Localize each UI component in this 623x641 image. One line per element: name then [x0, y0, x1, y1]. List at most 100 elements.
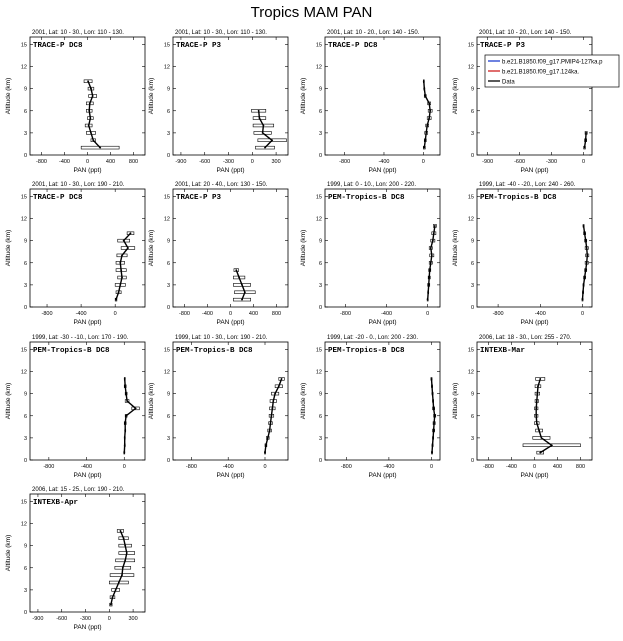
y-tick-label: 12: [468, 370, 474, 376]
y-axis-title: Altitude (km): [5, 535, 12, 571]
data-point: [433, 422, 436, 425]
data-line: [535, 378, 554, 454]
data-point: [269, 422, 272, 425]
panel-header: 2001, Lat: 10 - 30., Lon: 190 - 210.: [32, 182, 125, 188]
x-tick-label: -400: [76, 311, 87, 317]
campaign-label: TRACE-P P3: [176, 42, 222, 50]
x-tick-label: -800: [43, 464, 54, 470]
y-tick-label: 12: [468, 65, 474, 71]
x-axis-title: PAN (ppt): [73, 472, 101, 479]
plot-frame: [324, 36, 441, 156]
y-tick-label: 12: [164, 370, 170, 376]
y-axis-title: Altitude (km): [5, 383, 12, 419]
data-point: [134, 407, 137, 410]
y-tick-label: 15: [468, 42, 474, 48]
data-point: [109, 603, 112, 606]
x-axis-title: PAN (ppt): [216, 167, 244, 174]
panel-header: 2001, Lat: 10 - 30., Lon: 110 - 130.: [32, 30, 124, 36]
x-tick-label: -300: [223, 159, 234, 165]
data-point: [428, 269, 431, 272]
y-tick-label: 12: [316, 217, 322, 223]
x-tick-label: -300: [546, 159, 557, 165]
y-tick-label: 15: [164, 42, 170, 48]
data-point: [582, 291, 584, 294]
data-point: [88, 109, 91, 112]
y-tick-label: 12: [316, 65, 322, 71]
y-tick-label: 6: [24, 414, 27, 420]
y-tick-label: 3: [167, 436, 170, 442]
y-tick-label: 12: [164, 217, 170, 223]
data-point: [535, 400, 538, 402]
error-bar: [117, 238, 130, 243]
data-point: [432, 436, 434, 439]
legend: b.e21.B1850.f09_g17.PMIP4-127ka.p b.e21.…: [484, 54, 620, 88]
y-tick-label: 6: [167, 414, 170, 420]
panel-3: 2001, Lat: 10 - 20., Lon: 140 - 150. TRAC…: [452, 30, 593, 174]
data-point: [262, 124, 265, 127]
y-tick-label: 15: [468, 194, 474, 200]
y-tick-label: 3: [471, 283, 474, 289]
panel-8: 1999, Lat: -30 - -10., Lon: 170 - 190. PE…: [5, 335, 146, 479]
error-bar: [257, 138, 287, 142]
y-axis-title: Altitude (km): [300, 383, 307, 419]
data-point: [125, 392, 128, 395]
error-bar: [522, 443, 581, 447]
x-tick-label: 0: [114, 311, 117, 317]
x-axis-title: PAN (ppt): [368, 167, 396, 174]
data-point: [238, 276, 241, 279]
data-point: [241, 298, 243, 301]
data-point: [126, 400, 128, 402]
y-axis-title: Altitude (km): [5, 78, 12, 114]
campaign-label: TRACE-P P3: [480, 42, 526, 50]
x-tick-label: 0: [422, 159, 425, 165]
data-point: [539, 377, 542, 380]
y-tick-label: 9: [24, 87, 27, 93]
x-tick-label: -400: [59, 159, 70, 165]
y-tick-label: 9: [471, 87, 474, 93]
data-point: [431, 385, 433, 388]
data-point: [121, 566, 124, 569]
panel-4: 2001, Lat: 10 - 30., Lon: 190 - 210. TRAC…: [5, 182, 146, 326]
plot-frame: [172, 341, 289, 461]
x-axis-title: PAN (ppt): [520, 319, 548, 326]
x-tick-label: -400: [383, 464, 394, 470]
y-tick-label: 12: [316, 370, 322, 376]
data-point: [584, 239, 587, 242]
x-tick-label: -300: [80, 616, 91, 622]
campaign-label: PEM-Tropics-B DC8: [33, 347, 110, 355]
panel-header: 2006, Lat: 15 - 25., Lon: 190 - 210.: [32, 487, 125, 493]
panel-header: 1999, Lat: -30 - -10., Lon: 170 - 190.: [32, 335, 129, 341]
x-tick-label: 300: [272, 159, 281, 165]
campaign-label: INTEXB-Mar: [480, 347, 525, 355]
x-tick-label: 0: [533, 464, 536, 470]
data-point: [424, 95, 427, 97]
x-axis-title: PAN (ppt): [216, 319, 244, 326]
x-tick-label: -600: [56, 616, 67, 622]
y-axis-title: Altitude (km): [5, 230, 12, 266]
data-point: [91, 95, 94, 97]
data-point: [271, 407, 274, 410]
x-tick-label: 800: [129, 159, 138, 165]
y-tick-label: 0: [471, 458, 474, 464]
y-tick-label: 6: [471, 414, 474, 420]
data-point: [432, 232, 435, 235]
plot-frame: [29, 341, 146, 461]
x-tick-label: -800: [36, 159, 47, 165]
x-tick-label: 0: [123, 464, 126, 470]
panel-header: 2001, Lat: 10 - 20., Lon: 140 - 150.: [327, 30, 420, 36]
y-axis-title: Altitude (km): [300, 230, 307, 266]
y-tick-label: 3: [24, 588, 27, 594]
y-axis-title: Altitude (km): [148, 383, 155, 419]
y-tick-label: 12: [468, 217, 474, 223]
data-point: [433, 414, 436, 417]
x-tick-label: -900: [32, 616, 43, 622]
plot-frame: [324, 341, 441, 461]
data-point: [582, 224, 585, 227]
panel-header: 2001, Lat: 20 - 40., Lon: 130 - 150.: [175, 182, 268, 188]
x-axis-title: PAN (ppt): [368, 319, 396, 326]
y-tick-label: 3: [471, 131, 474, 137]
y-tick-label: 0: [24, 153, 27, 159]
data-point: [583, 276, 586, 279]
y-tick-label: 0: [167, 458, 170, 464]
y-tick-label: 9: [24, 544, 27, 550]
